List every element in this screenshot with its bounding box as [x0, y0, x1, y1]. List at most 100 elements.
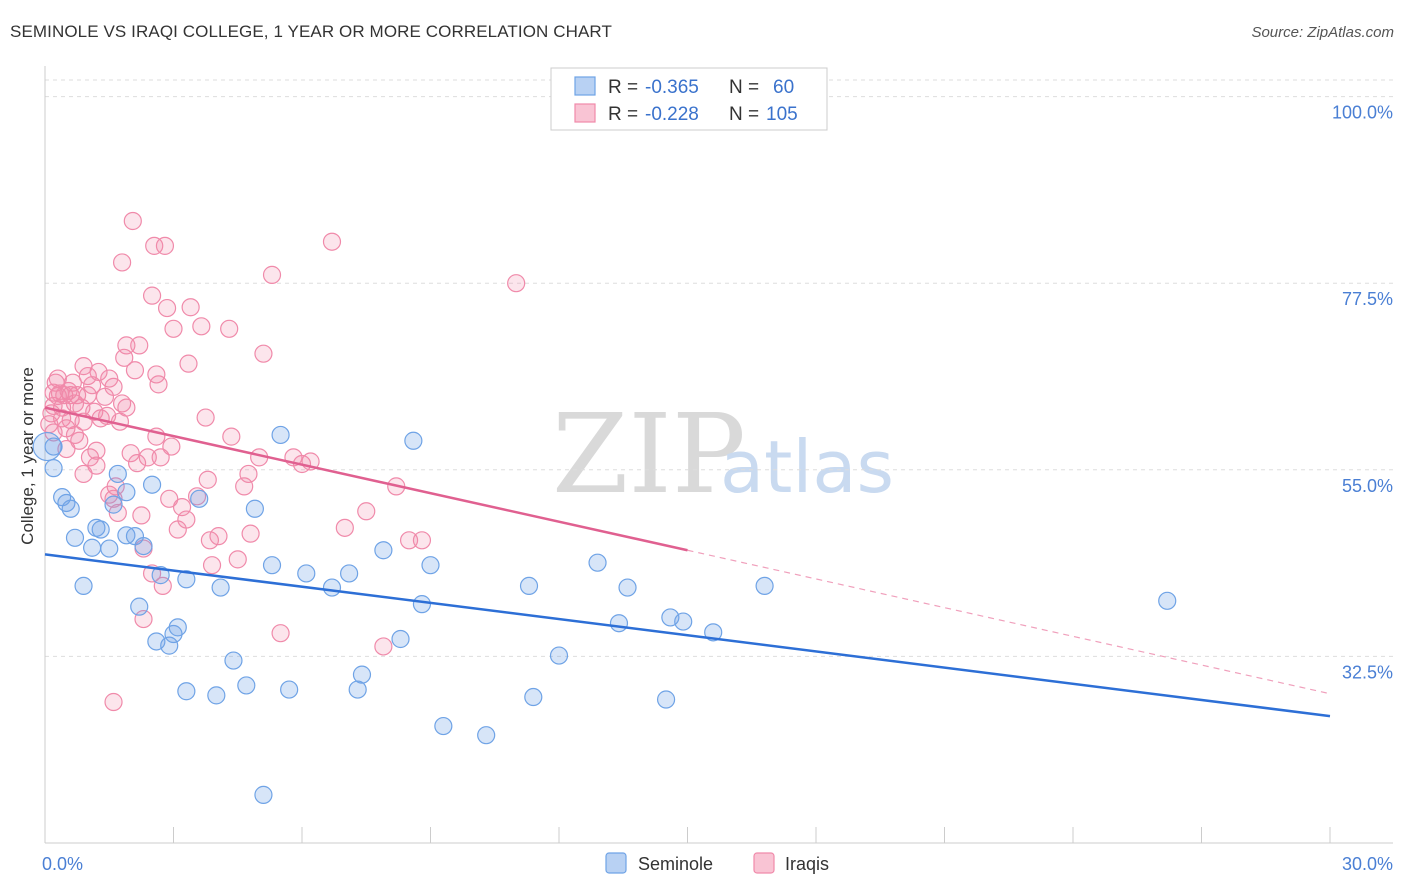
seminole-point — [262, 556, 282, 575]
iraqis-point — [142, 286, 162, 305]
iraqis-point — [164, 319, 183, 338]
x-tick-label: 0.0% — [42, 854, 83, 874]
iraqis-point — [74, 464, 93, 484]
y-tick-label: 77.5% — [1342, 289, 1393, 309]
seminole-point — [374, 541, 393, 560]
iraqis-point — [187, 487, 207, 506]
iraqis-point — [125, 361, 145, 380]
seminole-point — [108, 464, 127, 484]
iraqis-point — [192, 317, 211, 336]
iraqis-point — [138, 448, 157, 467]
iraqis-point — [127, 454, 147, 473]
source-label: Source: ZipAtlas.com — [1251, 24, 1394, 41]
iraqis-point — [104, 692, 123, 712]
iraqis-point — [145, 236, 164, 255]
bottom-legend-seminole: Seminole — [638, 854, 713, 874]
iraqis-point — [239, 464, 258, 484]
iraqis-point — [121, 444, 140, 463]
iraqis-point — [104, 377, 123, 396]
gridlines — [45, 79, 1393, 657]
chart-title: SEMINOLE VS IRAQI COLLEGE, 1 YEAR OR MOR… — [10, 22, 612, 41]
seminole-point — [1158, 591, 1177, 610]
seminole-point — [391, 629, 410, 649]
iraqis-point — [322, 232, 342, 251]
seminole-point — [151, 566, 170, 585]
seminole-point — [177, 570, 196, 589]
series-seminole-points — [32, 425, 1177, 804]
iraqis-point — [151, 448, 170, 467]
iraqis-point — [181, 298, 200, 317]
iraqis-point — [87, 456, 106, 475]
iraqis-point — [149, 375, 168, 394]
x-tick-label: 30.0% — [1342, 854, 1393, 874]
iraqis-point — [153, 576, 172, 596]
seminole-point — [704, 623, 723, 642]
iraqis-point — [78, 366, 97, 386]
iraqis-point — [123, 211, 142, 231]
seminole-point — [674, 612, 693, 631]
seminole-point — [434, 716, 453, 736]
iraqis-point — [155, 236, 175, 255]
seminole-point — [104, 495, 123, 514]
iraqis-point — [162, 437, 181, 456]
seminole-point — [352, 665, 372, 684]
seminole-point — [421, 556, 440, 575]
seminole-point — [134, 536, 153, 556]
seminole-point — [755, 576, 774, 596]
seminole-point — [404, 431, 423, 450]
seminole-trend-line — [44, 553, 1331, 718]
iraqis-point — [507, 274, 526, 293]
seminole-point — [168, 618, 187, 637]
iraqis-point — [130, 336, 149, 355]
iraqis-point — [412, 531, 432, 550]
legend-n-label-iraqis: N = — [729, 104, 759, 125]
seminole-point — [271, 425, 290, 445]
legend-n-value-seminole: 60 — [773, 77, 794, 98]
iraqis-point — [108, 503, 127, 523]
iraqis-point — [117, 336, 136, 355]
iraqis-point — [228, 550, 247, 569]
seminole-point — [211, 578, 230, 597]
seminole-point — [656, 690, 676, 709]
iraqis-point — [157, 298, 177, 318]
y-tick-label: 100.0% — [1332, 103, 1393, 123]
seminole-point — [177, 682, 196, 701]
seminole-point — [160, 636, 179, 655]
legend-swatch-iraqis — [574, 103, 596, 123]
seminole-point — [280, 680, 299, 699]
legend-r-label-seminole: R = — [608, 77, 638, 98]
seminole-point — [44, 459, 63, 478]
seminole-point — [100, 539, 119, 558]
iraqis-point — [48, 386, 67, 406]
seminole-point — [91, 520, 110, 539]
iraqis-point — [87, 441, 106, 460]
iraqis-point — [220, 319, 239, 338]
legend-r-label-iraqis: R = — [608, 104, 638, 125]
legend-n-label-seminole: N = — [729, 77, 759, 98]
seminole-point — [618, 578, 637, 597]
seminole-point — [83, 538, 102, 557]
y-tick-label: 55.0% — [1342, 476, 1393, 496]
seminole-point — [477, 726, 496, 745]
legend-box — [550, 67, 828, 131]
seminole-point — [254, 785, 273, 804]
bottom-legend-iraqis: Iraqis — [785, 854, 829, 874]
iraqis-point — [100, 369, 119, 388]
seminole-point — [65, 528, 85, 547]
iraqis-point — [160, 489, 179, 508]
seminole-point — [61, 499, 80, 518]
watermark-atlas: atlas — [720, 425, 894, 509]
iraqis-trend-line — [44, 406, 688, 552]
iraqis-point — [357, 502, 376, 521]
trend-lines — [44, 406, 1331, 718]
watermark-zip: ZIP — [552, 390, 746, 518]
axes — [44, 66, 1393, 844]
seminole-point — [297, 564, 316, 583]
seminole-point — [322, 578, 342, 597]
iraqis-point — [202, 556, 222, 575]
iraqis-point — [198, 470, 217, 489]
seminole-point — [340, 564, 359, 583]
seminole-point — [245, 499, 264, 518]
seminole-point-large — [32, 431, 62, 462]
